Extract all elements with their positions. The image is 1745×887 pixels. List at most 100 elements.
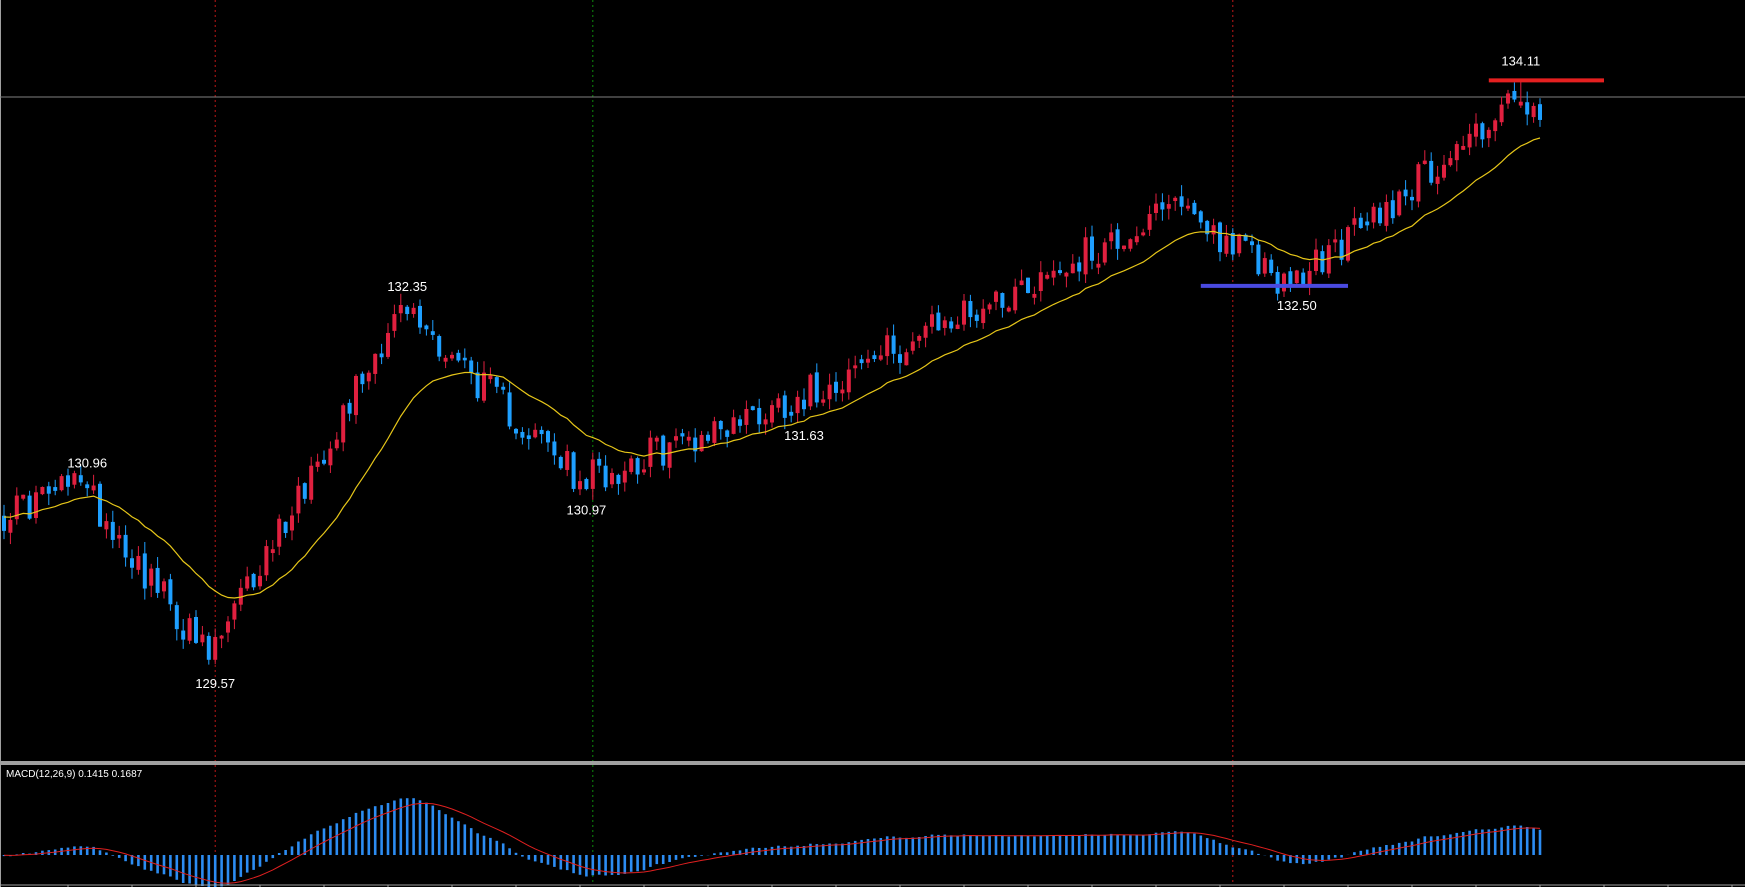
candle-body	[776, 398, 781, 408]
candle	[1026, 277, 1030, 294]
candle	[1403, 180, 1408, 206]
candle	[859, 354, 864, 370]
candle	[1051, 260, 1056, 286]
candle	[1115, 223, 1120, 260]
candle	[674, 428, 678, 448]
candle	[584, 477, 589, 491]
candle-body	[206, 635, 211, 660]
candle	[392, 304, 397, 338]
annotation-label-6: 134.11	[1501, 53, 1540, 68]
candle	[878, 345, 883, 362]
candle	[834, 372, 838, 402]
candle	[14, 487, 19, 525]
candle-body	[507, 392, 512, 427]
candle-body	[1448, 158, 1453, 166]
candle-body	[846, 369, 851, 393]
candle	[827, 373, 832, 410]
candle-body	[283, 521, 288, 534]
candle-body	[1026, 277, 1030, 294]
candle-body	[8, 519, 13, 533]
candle	[379, 343, 384, 365]
candle	[1506, 89, 1510, 109]
candle-body	[1205, 220, 1210, 235]
candle	[296, 477, 301, 523]
candle-body	[462, 357, 467, 361]
candle	[1269, 254, 1274, 276]
candle-body	[1256, 244, 1261, 275]
candle	[40, 486, 45, 496]
pane-separator[interactable]	[0, 761, 1745, 765]
candle	[123, 525, 128, 567]
candle-body	[1141, 232, 1146, 236]
candle-body	[590, 459, 595, 489]
candle	[494, 375, 499, 394]
candle	[1006, 305, 1011, 313]
candle	[1448, 150, 1453, 167]
candle-body	[1013, 286, 1018, 311]
candle	[923, 322, 928, 348]
candle	[1160, 193, 1165, 221]
candle	[226, 616, 230, 643]
candle	[1173, 196, 1178, 211]
candle-body	[738, 419, 742, 426]
candle-body	[565, 450, 570, 470]
candle	[238, 578, 243, 612]
candle	[1109, 223, 1114, 250]
candle	[930, 305, 934, 334]
candle-body	[1160, 202, 1165, 210]
candle-body	[750, 406, 755, 411]
candle-body	[91, 485, 96, 491]
candle	[725, 429, 730, 448]
candle-body	[968, 301, 973, 318]
candle	[155, 557, 160, 598]
candle-body	[104, 521, 109, 530]
candle-body	[501, 386, 506, 390]
candle-body	[386, 332, 390, 357]
candle	[974, 309, 979, 328]
candle-body	[456, 352, 461, 361]
candle-body	[981, 308, 986, 324]
candle-body	[1058, 270, 1062, 274]
candle-body	[411, 307, 416, 315]
candle-body	[130, 558, 134, 568]
candle	[1070, 254, 1075, 274]
candle	[962, 294, 966, 331]
candle	[1230, 228, 1235, 261]
candle-body	[1115, 229, 1120, 249]
candle-body	[27, 495, 32, 519]
candle	[360, 371, 365, 393]
candle-body	[744, 408, 749, 425]
candle-body	[488, 375, 493, 380]
candle-body	[725, 430, 730, 437]
candle-body	[648, 437, 653, 467]
candle-body	[597, 458, 602, 466]
candle	[885, 327, 890, 365]
candle-body	[277, 518, 282, 547]
candle	[1045, 271, 1050, 280]
candle-body	[341, 405, 346, 443]
candle-body	[878, 355, 883, 360]
candle	[443, 354, 448, 369]
candle	[130, 549, 134, 579]
candle	[1218, 221, 1222, 262]
candle	[981, 299, 986, 329]
candle-body	[328, 448, 333, 466]
candle-body	[654, 437, 659, 442]
candle-body	[1211, 225, 1216, 235]
candle-body	[213, 636, 218, 660]
candle	[142, 541, 147, 600]
candle	[1365, 212, 1370, 231]
candle-body	[898, 354, 902, 363]
candle	[1243, 233, 1248, 242]
candle	[1237, 233, 1242, 257]
candle-body	[245, 576, 250, 589]
candle-body	[226, 621, 230, 633]
candle	[398, 293, 403, 323]
candle-body	[1422, 160, 1427, 164]
candle	[386, 323, 390, 359]
candle-body	[840, 389, 845, 394]
candle	[341, 403, 346, 452]
candle-body	[1224, 235, 1229, 254]
candle	[866, 349, 870, 369]
